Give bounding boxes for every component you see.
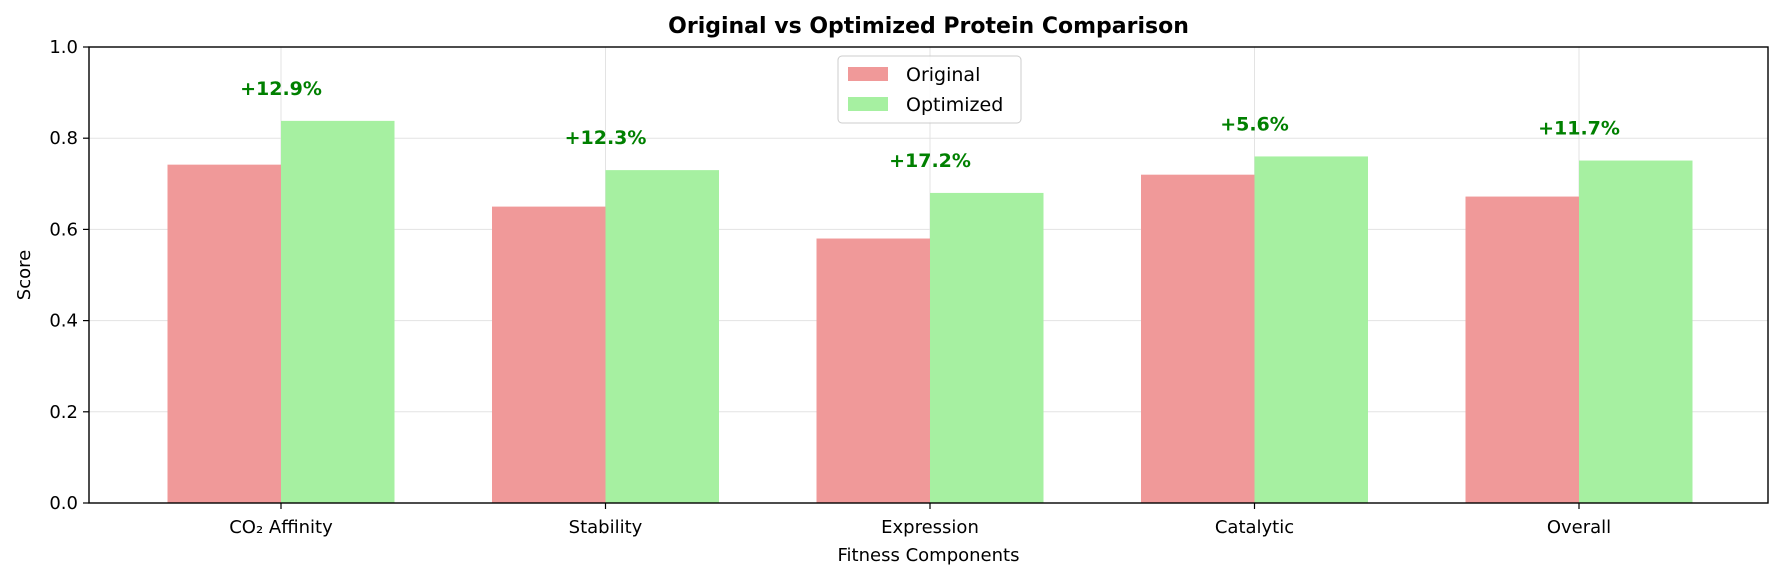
x-tick-label: CO₂ Affinity xyxy=(229,517,333,538)
improvement-label: +12.3% xyxy=(565,127,647,149)
x-axis-label: Fitness Components xyxy=(838,545,1020,566)
x-tick-label: Catalytic xyxy=(1215,517,1294,538)
bar-original-2 xyxy=(492,206,606,503)
y-axis-label: Score xyxy=(14,250,35,300)
bar-original-4 xyxy=(1141,174,1255,503)
bar-original-3 xyxy=(816,238,930,503)
axis-ticks: 0.0 0.2 0.4 0.6 0.8 1.0 CO₂ Affinity Stability E… xyxy=(49,37,1611,538)
bar-original-5 xyxy=(1465,196,1579,503)
y-tick-label: 0.6 xyxy=(49,219,78,240)
legend-swatch-original xyxy=(848,67,888,81)
bar-optimized-3 xyxy=(930,192,1044,504)
y-tick-label: 0.8 xyxy=(49,128,78,149)
bar-optimized-1 xyxy=(281,120,395,503)
bars xyxy=(167,120,1693,504)
bar-original-1 xyxy=(167,164,281,503)
legend: Original Optimized xyxy=(837,55,1022,124)
y-tick-label: 0.4 xyxy=(49,311,78,332)
bar-optimized-4 xyxy=(1254,156,1368,503)
improvement-label: +11.7% xyxy=(1538,118,1620,140)
y-tick-label: 1.0 xyxy=(49,37,78,58)
improvement-label: +17.2% xyxy=(889,150,971,172)
y-tick-label: 0.0 xyxy=(49,493,78,514)
improvement-labels: +12.9% +12.3% +17.2% +5.6% +11.7% xyxy=(240,78,1620,172)
x-tick-label: Stability xyxy=(569,517,643,538)
bar-optimized-5 xyxy=(1579,160,1693,503)
chart-title: Original vs Optimized Protein Comparison xyxy=(668,14,1189,39)
improvement-label: +5.6% xyxy=(1220,113,1289,135)
improvement-label: +12.9% xyxy=(240,78,322,100)
y-tick-label: 0.2 xyxy=(49,402,78,423)
x-tick-label: Expression xyxy=(881,517,979,538)
legend-swatch-optimized xyxy=(848,97,888,111)
legend-label-original: Original xyxy=(906,64,980,86)
legend-label-optimized: Optimized xyxy=(906,94,1003,116)
x-tick-label: Overall xyxy=(1547,517,1611,538)
bar-optimized-2 xyxy=(605,170,719,503)
plot-frame xyxy=(88,46,1769,504)
